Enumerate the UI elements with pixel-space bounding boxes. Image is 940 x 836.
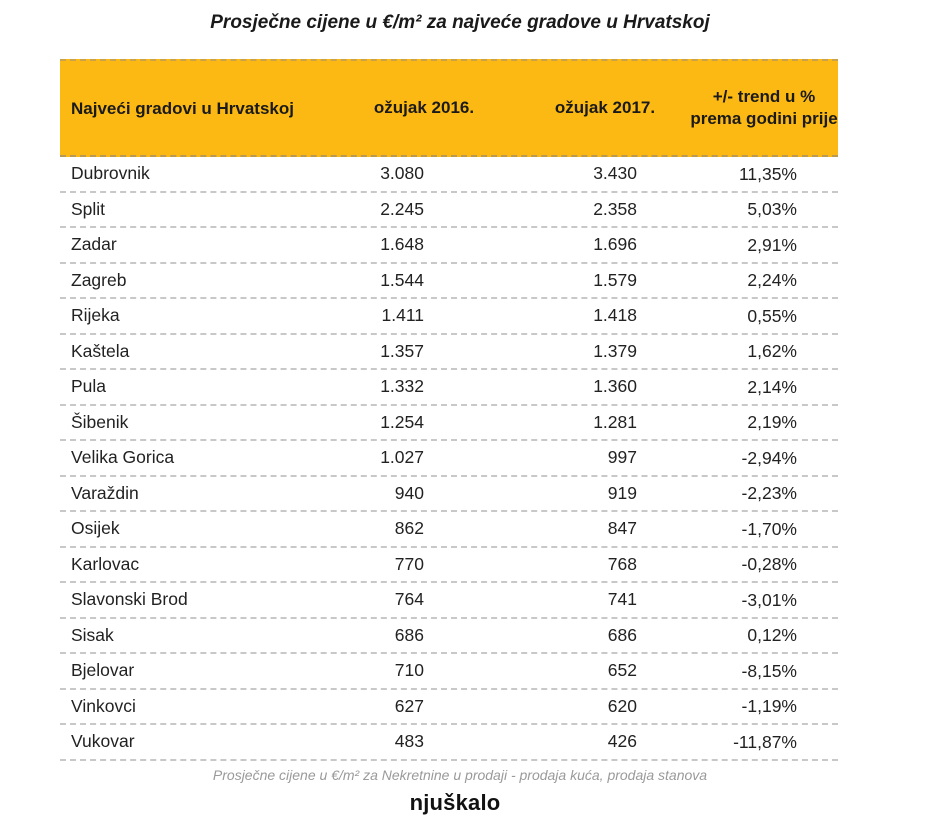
- cell-city: Vukovar: [71, 731, 135, 752]
- cell-2017: 1.379: [593, 340, 637, 361]
- cell-2016: 1.254: [380, 411, 424, 432]
- header-2016: ožujak 2016.: [373, 98, 475, 117]
- cell-trend: -2,94%: [741, 447, 797, 468]
- table-row: Šibenik 1.254 1.281 2,19%: [60, 406, 838, 441]
- cell-trend: 0,12%: [747, 625, 797, 646]
- cell-trend: -11,87%: [733, 731, 797, 752]
- cell-city: Karlovac: [71, 553, 140, 574]
- cell-2017: 1.418: [593, 305, 637, 326]
- cell-city: Slavonski Brod: [71, 589, 188, 610]
- cell-2016: 770: [394, 553, 424, 574]
- cell-trend: 2,24%: [747, 270, 797, 291]
- table-header: Najveći gradovi u Hrvatskoj ožujak 2016.…: [60, 59, 838, 157]
- cell-trend: 11,35%: [738, 163, 797, 184]
- cell-2017: 426: [607, 731, 637, 752]
- cell-2017: 997: [607, 447, 637, 468]
- cell-trend: 5,03%: [747, 199, 797, 220]
- table-row: Split 2.245 2.358 5,03%: [60, 193, 838, 228]
- table-row: Zadar 1.648 1.696 2,91%: [60, 228, 838, 264]
- cell-2016: 2.245: [380, 198, 424, 219]
- cell-2016: 1.411: [381, 305, 425, 326]
- cell-city: Pula: [71, 376, 107, 397]
- page-title: Prosječne cijene u €/m² za najveće grado…: [210, 12, 710, 33]
- header-trend: +/- trend u % prema godini prije: [690, 87, 838, 128]
- cell-2017: 1.360: [593, 376, 637, 397]
- cell-trend: 1,62%: [747, 341, 797, 362]
- cell-city: Šibenik: [71, 411, 129, 432]
- cell-city: Osijek: [71, 518, 120, 539]
- njuskalo-logo: njuškalo: [409, 790, 501, 815]
- cell-2016: 686: [394, 624, 424, 645]
- cell-trend: -2,23%: [741, 483, 797, 504]
- cell-city: Bjelovar: [71, 660, 135, 681]
- cell-2016: 862: [394, 518, 424, 539]
- table-row: Karlovac 770 768 -0,28%: [60, 548, 838, 583]
- cell-trend: 2,19%: [747, 412, 797, 433]
- table-row: Pula 1.332 1.360 2,14%: [60, 370, 838, 406]
- table-row: Slavonski Brod 764 741 -3,01%: [60, 583, 838, 619]
- cell-trend: -0,28%: [741, 554, 797, 575]
- cell-2016: 1.544: [380, 269, 424, 290]
- table-row: Velika Gorica 1.027 997 -2,94%: [60, 441, 838, 477]
- cell-trend: -8,15%: [741, 660, 797, 681]
- cell-2017: 686: [607, 624, 637, 645]
- price-table: Najveći gradovi u Hrvatskoj ožujak 2016.…: [60, 59, 838, 761]
- table-row: Zagreb 1.544 1.579 2,24%: [60, 264, 838, 299]
- cell-2016: 764: [394, 589, 424, 610]
- cell-2017: 652: [607, 660, 637, 681]
- table-body: Dubrovnik 3.080 3.430 11,35% Split 2.245 2.358…: [60, 157, 838, 761]
- table-row: Bjelovar 710 652 -8,15%: [60, 654, 838, 690]
- table-row: Varaždin 940 919 -2,23%: [60, 477, 838, 512]
- cell-city: Rijeka: [71, 305, 120, 326]
- cell-trend: 2,91%: [747, 234, 797, 255]
- table-row: Vukovar 483 426 -11,87%: [60, 725, 838, 761]
- table-row: Osijek 862 847 -1,70%: [60, 512, 838, 548]
- cell-2016: 1.332: [380, 376, 424, 397]
- cell-2017: 741: [607, 589, 637, 610]
- cell-2017: 2.358: [593, 198, 637, 219]
- cell-city: Zadar: [71, 234, 117, 255]
- cell-2017: 847: [607, 518, 637, 539]
- cell-city: Zagreb: [71, 269, 127, 290]
- cell-city: Kaštela: [71, 340, 130, 361]
- cell-2016: 1.357: [380, 340, 424, 361]
- cell-city: Varaždin: [71, 482, 139, 503]
- table-row: Dubrovnik 3.080 3.430 11,35%: [60, 157, 838, 193]
- footnote: Prosječne cijene u €/m² za Nekretnine u …: [212, 767, 708, 783]
- table-row: Sisak 686 686 0,12%: [60, 619, 838, 654]
- cell-trend: -3,01%: [741, 589, 797, 610]
- cell-trend: -1,19%: [741, 696, 797, 717]
- cell-trend: -1,70%: [741, 518, 797, 539]
- cell-2017: 1.696: [593, 234, 637, 255]
- cell-city: Split: [71, 198, 106, 219]
- header-2017: ožujak 2017.: [554, 98, 656, 117]
- cell-trend: 2,14%: [747, 376, 797, 397]
- header-city: Najveći gradovi u Hrvatskoj: [71, 98, 294, 118]
- cell-2016: 940: [394, 482, 424, 503]
- cell-2017: 768: [607, 553, 637, 574]
- cell-city: Dubrovnik: [71, 163, 150, 184]
- cell-2017: 3.430: [593, 163, 637, 184]
- cell-2017: 919: [607, 482, 637, 503]
- cell-city: Vinkovci: [71, 695, 136, 716]
- cell-2016: 1.648: [380, 234, 424, 255]
- cell-trend: 0,55%: [747, 305, 797, 326]
- table-row: Rijeka 1.411 1.418 0,55%: [60, 299, 838, 335]
- cell-2017: 1.281: [593, 411, 637, 432]
- cell-city: Velika Gorica: [71, 447, 175, 468]
- cell-2016: 627: [394, 695, 424, 716]
- cell-2017: 620: [607, 695, 637, 716]
- cell-2016: 483: [394, 731, 424, 752]
- table-row: Vinkovci 627 620 -1,19%: [60, 690, 838, 725]
- cell-2016: 710: [394, 660, 424, 681]
- cell-2016: 1.027: [380, 447, 424, 468]
- cell-city: Sisak: [71, 624, 114, 645]
- table-row: Kaštela 1.357 1.379 1,62%: [60, 335, 838, 370]
- cell-2017: 1.579: [593, 269, 637, 290]
- cell-2016: 3.080: [380, 163, 424, 184]
